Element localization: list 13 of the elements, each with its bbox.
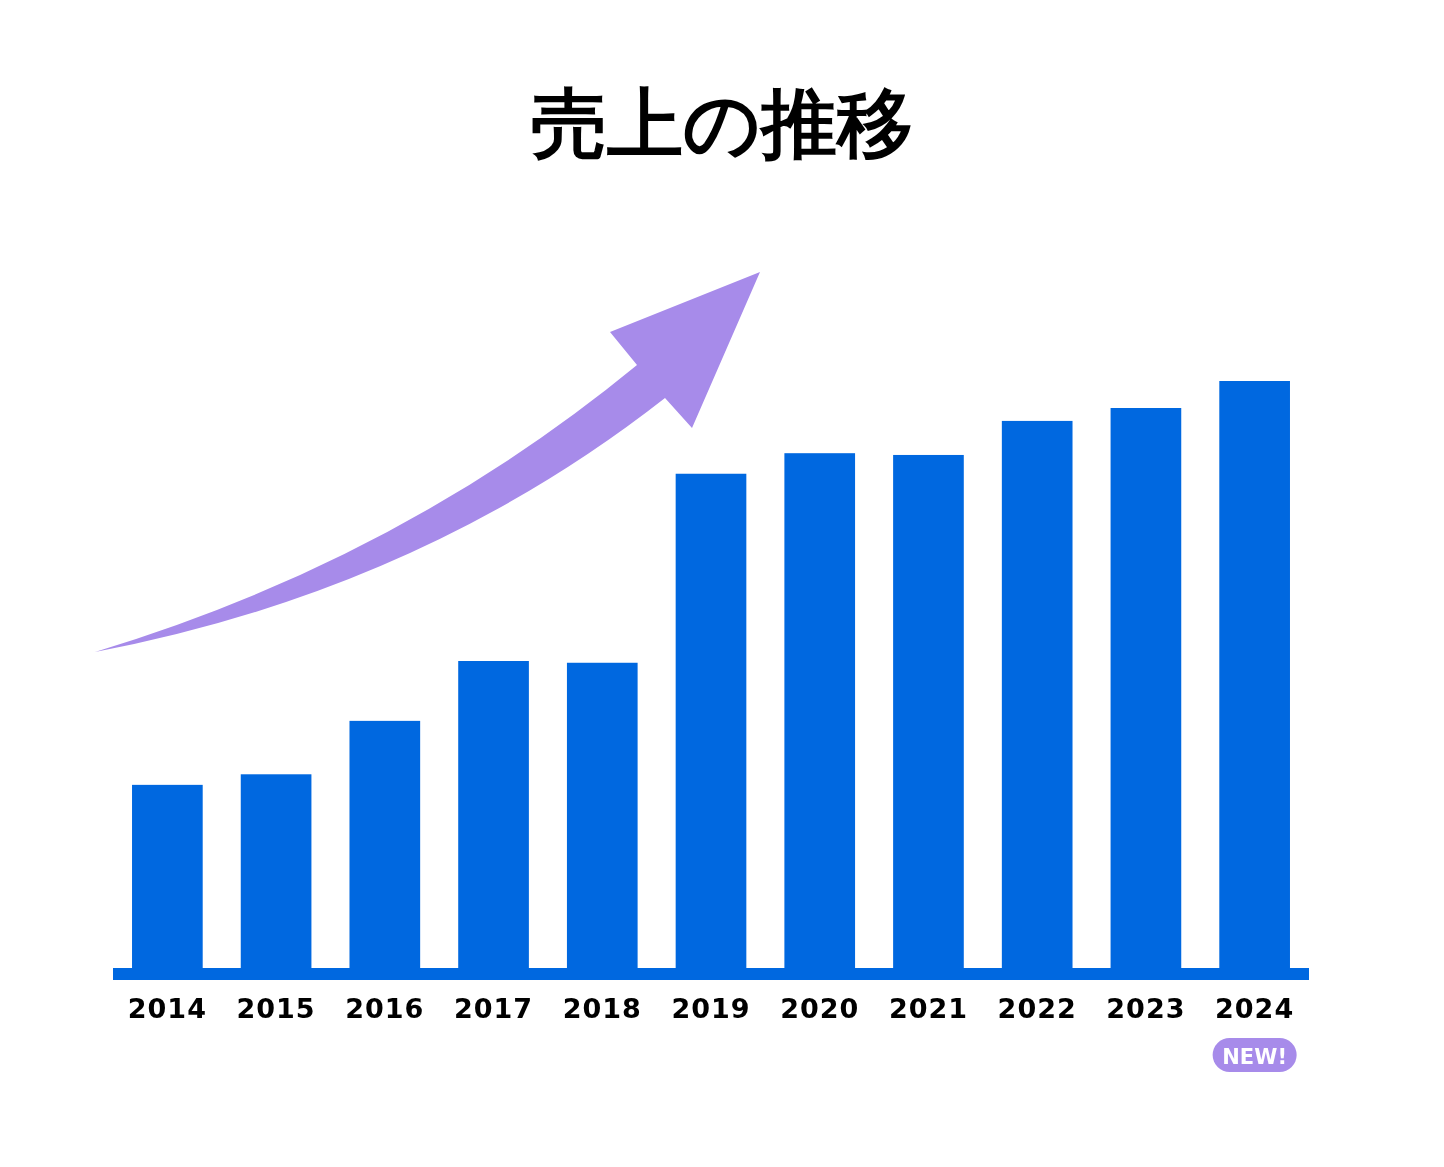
chart-title: 売上の推移 (531, 79, 913, 168)
x-tick-label: 2024 (1215, 993, 1295, 1024)
x-tick-label: 2018 (562, 993, 642, 1024)
x-tick-label: 2019 (671, 993, 751, 1024)
x-tick-label: 2016 (345, 993, 425, 1024)
x-tick-label: 2023 (1106, 993, 1186, 1024)
x-tick-label: 2014 (127, 993, 207, 1024)
x-tick-label: 2015 (236, 993, 316, 1024)
x-tick-label: 2017 (453, 993, 534, 1024)
x-tick-label: 2020 (780, 993, 860, 1024)
x-tick-label: 2022 (997, 993, 1077, 1024)
annotation: NEW! (1212, 1038, 1297, 1072)
x-tick-label: 2021 (888, 993, 969, 1024)
